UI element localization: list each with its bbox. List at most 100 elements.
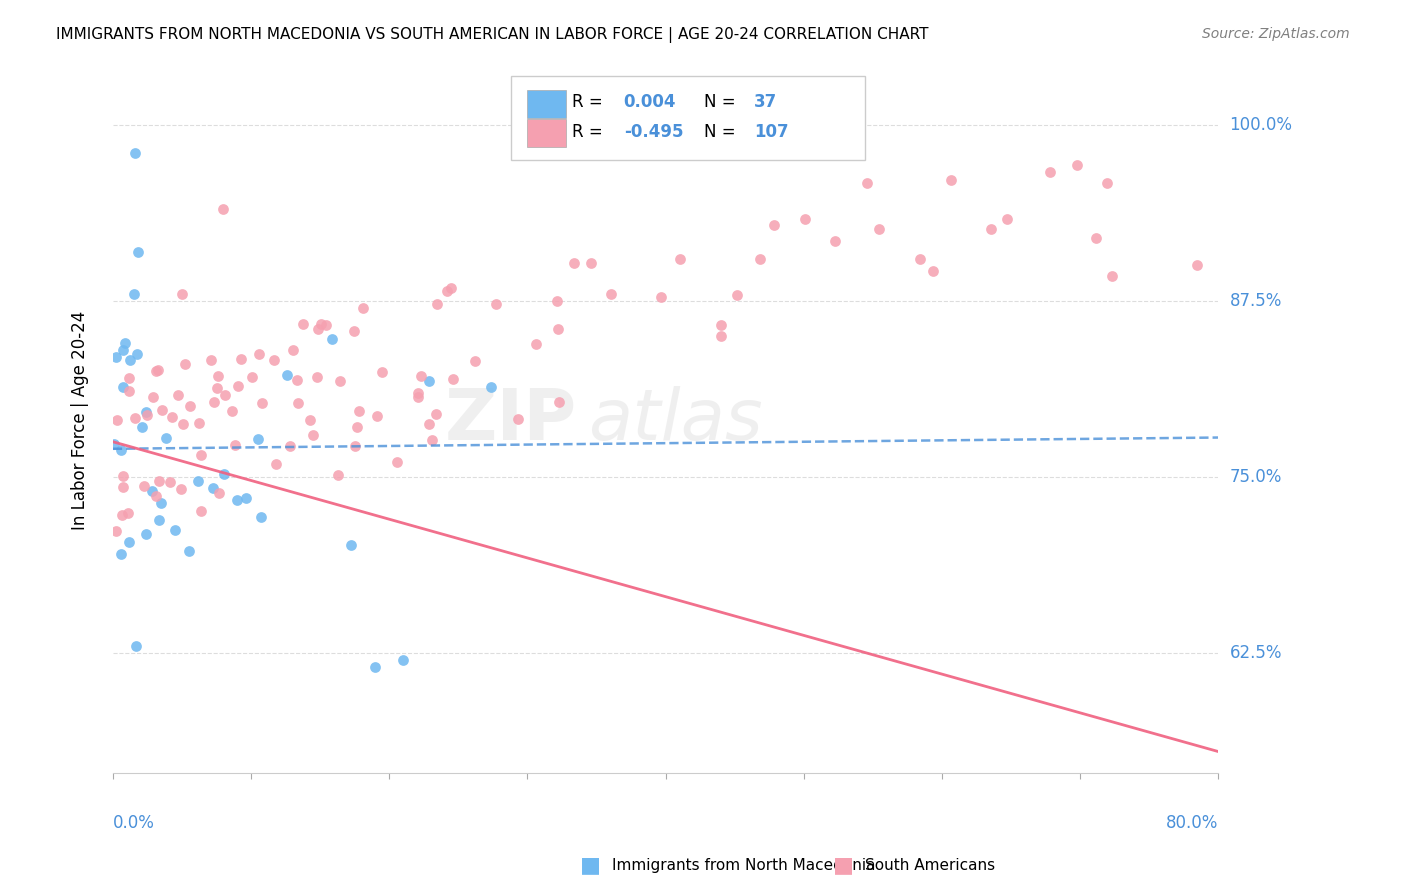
Text: Source: ZipAtlas.com: Source: ZipAtlas.com — [1202, 27, 1350, 41]
Text: N =: N = — [704, 93, 741, 111]
Point — [105, 524, 128, 538]
Point — [650, 289, 672, 303]
Point — [131, 419, 153, 434]
Point — [207, 381, 229, 395]
Point — [103, 437, 125, 451]
Point — [524, 337, 547, 351]
Point — [105, 350, 128, 364]
Point — [148, 513, 170, 527]
Y-axis label: In Labor Force | Age 20-24: In Labor Force | Age 20-24 — [72, 311, 89, 530]
Point — [305, 370, 328, 384]
Point — [307, 322, 329, 336]
Text: 107: 107 — [754, 123, 789, 141]
Point — [231, 351, 253, 366]
Point — [824, 234, 846, 248]
Text: 100.0%: 100.0% — [1230, 116, 1292, 134]
Point — [547, 394, 569, 409]
Text: South Americans: South Americans — [865, 858, 995, 872]
Text: 0.004: 0.004 — [624, 93, 676, 111]
Point — [165, 523, 187, 537]
Point — [910, 252, 932, 266]
Point — [214, 388, 236, 402]
Point — [385, 455, 408, 469]
Point — [1185, 258, 1208, 272]
Point — [250, 396, 273, 410]
Point — [118, 534, 141, 549]
Point — [599, 287, 621, 301]
Point — [364, 660, 387, 674]
Point — [212, 202, 235, 217]
Point — [105, 413, 128, 427]
Point — [224, 437, 246, 451]
Point — [118, 370, 141, 384]
Point — [250, 510, 273, 524]
Point — [995, 212, 1018, 227]
Point — [980, 222, 1002, 236]
Text: ■: ■ — [834, 855, 853, 875]
Point — [339, 538, 361, 552]
Point — [287, 396, 309, 410]
Point — [763, 218, 786, 232]
Point — [202, 395, 225, 409]
Point — [547, 322, 569, 336]
Point — [278, 439, 301, 453]
Point — [226, 493, 249, 508]
Point — [856, 177, 879, 191]
Point — [136, 408, 159, 422]
Point — [1066, 158, 1088, 172]
Point — [242, 370, 264, 384]
Point — [145, 489, 167, 503]
Point — [160, 409, 183, 424]
Point — [922, 264, 945, 278]
Point — [315, 318, 337, 332]
Point — [146, 363, 169, 377]
Point — [124, 146, 146, 161]
Point — [235, 491, 257, 505]
Point — [366, 409, 388, 423]
Text: IMMIGRANTS FROM NORTH MACEDONIA VS SOUTH AMERICAN IN LABOR FORCE | AGE 20-24 COR: IMMIGRANTS FROM NORTH MACEDONIA VS SOUTH… — [56, 27, 929, 43]
Point — [508, 411, 530, 425]
Point — [145, 364, 167, 378]
Point — [709, 318, 731, 333]
Point — [110, 442, 132, 457]
Point — [793, 212, 815, 227]
Point — [1101, 268, 1123, 283]
Point — [546, 293, 568, 308]
Point — [179, 399, 201, 413]
Text: R =: R = — [572, 93, 607, 111]
Point — [299, 413, 322, 427]
Text: 0.0%: 0.0% — [112, 814, 155, 832]
FancyBboxPatch shape — [527, 90, 567, 118]
Point — [207, 369, 229, 384]
Point — [464, 353, 486, 368]
Point — [179, 544, 201, 558]
Point — [479, 380, 502, 394]
Point — [418, 374, 440, 388]
Point — [149, 496, 172, 510]
Point — [142, 391, 165, 405]
Point — [111, 380, 134, 394]
Point — [1095, 176, 1118, 190]
Point — [167, 388, 190, 402]
Point — [117, 506, 139, 520]
Point — [221, 403, 243, 417]
Point — [150, 402, 173, 417]
Point — [420, 434, 443, 448]
Text: -0.495: -0.495 — [624, 123, 683, 141]
Point — [170, 286, 193, 301]
Point — [170, 483, 193, 497]
Point — [187, 474, 209, 488]
Point — [408, 385, 430, 400]
Point — [247, 432, 270, 446]
Point — [1084, 231, 1107, 245]
Point — [302, 428, 325, 442]
Point — [226, 379, 249, 393]
Point — [346, 419, 368, 434]
Point — [111, 343, 134, 357]
Point — [281, 343, 304, 358]
Point — [112, 468, 135, 483]
Point — [212, 467, 235, 481]
Point — [148, 475, 170, 489]
Text: atlas: atlas — [588, 386, 763, 455]
Point — [110, 547, 132, 561]
